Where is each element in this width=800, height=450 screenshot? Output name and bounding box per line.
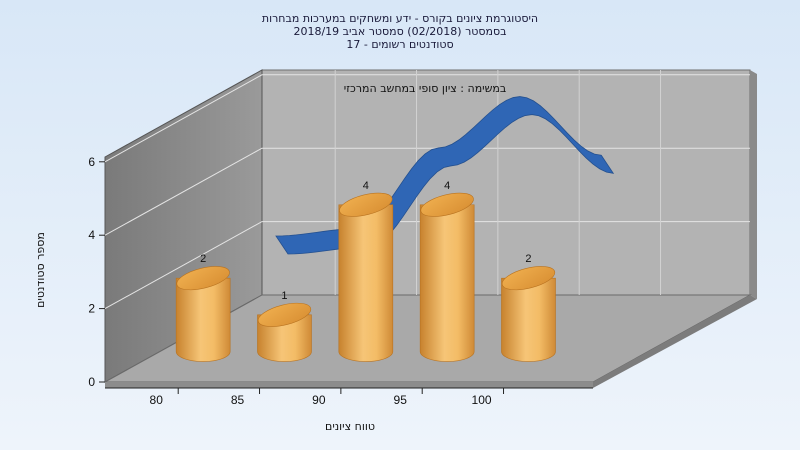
data-label-95: 4 (444, 180, 450, 192)
y-tick-label-2: 2 (88, 302, 95, 316)
bar-top-95 (420, 192, 474, 217)
x-tick-label-90: 90 (312, 393, 326, 407)
y-tick-label-4: 4 (88, 228, 95, 242)
floor-side (593, 295, 757, 388)
y-axis-title: מספר סטודנטים (34, 232, 47, 308)
bar-top-80 (176, 266, 230, 291)
floor-edge (105, 382, 593, 388)
chart-title: היסטוגרמת ציונים בקורס - ידע ומשחקים במע… (262, 12, 538, 51)
y-axis: 0 2 4 6 (88, 155, 105, 389)
y-tick-label-0: 0 (88, 375, 95, 389)
data-label-85: 1 (281, 290, 287, 302)
data-labels: 2 1 4 4 2 (200, 180, 531, 302)
chart-annotation: במשימה : ציון סופי במחשב המרכזי (344, 82, 507, 95)
bar-top-90 (339, 192, 393, 217)
bar-90 (338, 192, 394, 362)
bar-body-95 (419, 204, 475, 362)
bar-top-100 (501, 266, 556, 291)
gridline-y-4 (104, 147, 750, 236)
title-line-3: סטודנטים רשומים - 17 (346, 38, 453, 51)
bar-body-90 (338, 204, 394, 362)
bar-85 (257, 302, 312, 362)
title-line-2: בסמסטר (02/2018) סמסטר אביב 2018/19 (293, 25, 506, 38)
back-wall-shadow (750, 70, 757, 299)
x-tick-label-85: 85 (231, 393, 245, 407)
title-line-1: היסטוגרמת ציונים בקורס - ידע ומשחקים במע… (262, 12, 538, 25)
data-label-80: 2 (200, 253, 206, 265)
bar-top-85 (257, 302, 312, 327)
bar-80 (175, 266, 231, 362)
bar-100 (501, 266, 556, 362)
bar-95 (419, 192, 475, 362)
x-tick-label-100: 100 (472, 393, 492, 407)
gridline-y-2 (104, 221, 750, 310)
y-tick-label-6: 6 (88, 155, 95, 169)
x-tick-label-95: 95 (394, 393, 408, 407)
data-label-100: 2 (525, 253, 531, 265)
x-tick-label-80: 80 (150, 393, 164, 407)
x-axis-title: טווח ציונים (325, 420, 375, 433)
bar-body-100 (501, 277, 556, 362)
bar-body-80 (175, 277, 231, 362)
gridline-y-6 (104, 74, 750, 163)
bars (175, 192, 556, 362)
x-axis: 80 85 90 95 100 (105, 387, 593, 407)
data-label-90: 4 (363, 180, 369, 192)
